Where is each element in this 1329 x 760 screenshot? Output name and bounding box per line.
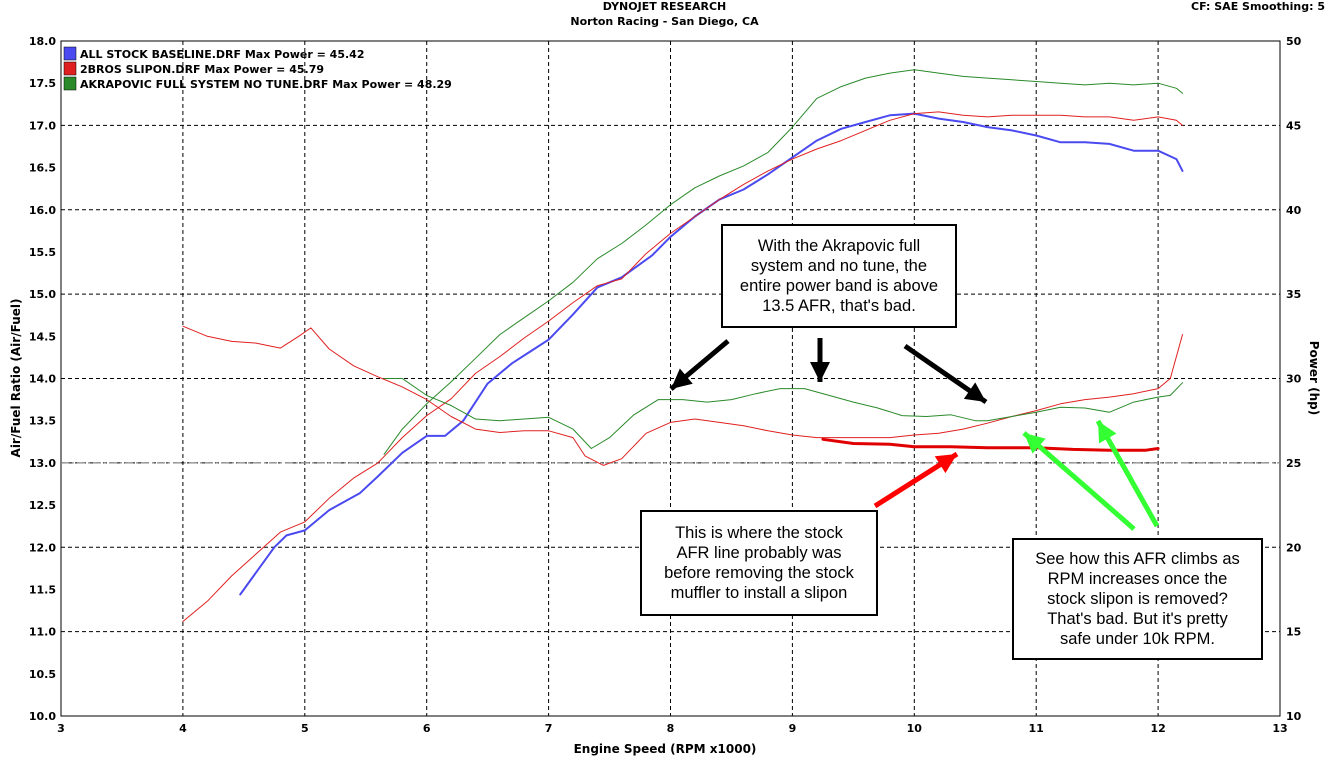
- y2-tick-label: 15: [1286, 626, 1301, 639]
- x-tick-label: 8: [667, 722, 675, 735]
- y2-tick-label: 10: [1286, 710, 1302, 723]
- y-tick-label: 12.5: [29, 499, 56, 512]
- legend-entry: 2BROS SLIPON.DRF Max Power = 45.79: [80, 63, 324, 76]
- y2-tick-label: 50: [1286, 35, 1302, 48]
- arrow-green-1-head: [1024, 433, 1046, 454]
- y2-tick-label: 45: [1286, 119, 1301, 132]
- chart-subtitle: Norton Racing - San Diego, CA: [570, 15, 759, 28]
- y-tick-label: 13.0: [29, 457, 56, 470]
- y-tick-label: 16.5: [29, 162, 56, 175]
- legend-entry: AKRAPOVIC FULL SYSTEM NO TUNE.DRF Max Po…: [80, 78, 452, 91]
- y2-tick-label: 20: [1286, 541, 1302, 554]
- y2-axis-label: Power (hp): [1307, 341, 1321, 415]
- arrow-green-2: [1095, 419, 1160, 528]
- arrow-black-3-head: [963, 382, 986, 402]
- arrow-green-2-head: [1098, 421, 1117, 444]
- chart-title: DYNOJET RESEARCH: [602, 0, 727, 13]
- annotation-arrows: [669, 338, 1160, 531]
- tick-label-group: 3 4 5 6 7 8 9 10 11 12 1310.010.511.011.512.012.51…: [29, 35, 1302, 735]
- y-tick-label: 13.5: [29, 415, 56, 428]
- y-tick-label: 14.0: [29, 373, 56, 386]
- y2-tick-label: 30: [1286, 373, 1302, 386]
- x-axis-label: Engine Speed (RPM x1000): [574, 742, 757, 756]
- arrow-green-1: [1022, 431, 1136, 531]
- y2-tick-label: 40: [1286, 204, 1302, 217]
- y-tick-label: 11.0: [29, 626, 56, 639]
- legend-swatch: [63, 61, 77, 76]
- series-line-4: [383, 378, 1183, 449]
- x-tick-label: 3: [57, 722, 65, 735]
- y-tick-label: 17.0: [29, 119, 56, 132]
- x-tick-label: 5: [301, 722, 309, 735]
- x-tick-label: 7: [545, 722, 553, 735]
- y-tick-label: 10.0: [29, 710, 56, 723]
- correction-info: CF: SAE Smoothing: 5: [1191, 0, 1325, 13]
- x-tick-label: 12: [1150, 722, 1165, 735]
- series-group: [182, 69, 1184, 622]
- y-tick-label: 14.5: [29, 330, 56, 343]
- series-line-5: [821, 437, 1160, 452]
- legend-swatch: [63, 76, 77, 91]
- legend[interactable]: ALL STOCK BASELINE.DRF Max Power = 45.42…: [63, 46, 452, 91]
- annotation-afr-climb: See how this AFR climbs as RPM increases…: [1012, 538, 1263, 660]
- legend-swatch: [63, 46, 77, 61]
- y-tick-label: 18.0: [29, 35, 56, 48]
- arrow-black-1-head: [671, 368, 693, 389]
- x-tick-label: 11: [1029, 722, 1044, 735]
- y2-tick-label: 35: [1286, 288, 1301, 301]
- y-tick-label: 16.0: [29, 204, 56, 217]
- y-tick-label: 11.5: [29, 583, 56, 596]
- y-tick-label: 12.0: [29, 541, 56, 554]
- x-tick-label: 6: [423, 722, 431, 735]
- y-tick-label: 17.5: [29, 77, 56, 90]
- y-tick-label: 15.5: [29, 246, 56, 259]
- x-tick-label: 9: [789, 722, 797, 735]
- x-tick-label: 10: [907, 722, 923, 735]
- series-line-1: [182, 111, 1183, 622]
- arrow-black-2-head: [810, 362, 830, 382]
- arrow-red-head: [934, 454, 957, 474]
- annotation-akrapovic: With the Akrapovic full system and no tu…: [721, 224, 957, 328]
- series-line-3: [182, 325, 1183, 466]
- series-line-2: [383, 69, 1183, 455]
- y-tick-label: 15.0: [29, 288, 56, 301]
- y2-tick-label: 25: [1286, 457, 1301, 470]
- plot-area: [60, 40, 1281, 717]
- x-tick-label: 4: [179, 722, 187, 735]
- legend-entry: ALL STOCK BASELINE.DRF Max Power = 45.42: [80, 48, 364, 61]
- y-tick-label: 10.5: [29, 668, 56, 681]
- x-tick-label: 13: [1272, 722, 1287, 735]
- annotation-stock-line: This is where the stock AFR line probabl…: [640, 510, 878, 616]
- y-axis-label: Air/Fuel Ratio (Air/Fuel): [9, 299, 23, 458]
